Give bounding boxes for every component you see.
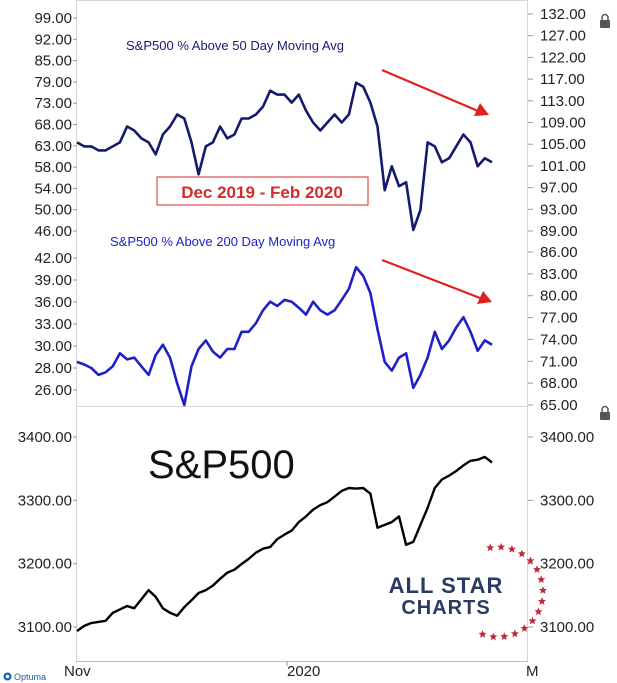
left-tick-label: 36.00	[34, 294, 72, 311]
annotation-label: Dec 2019 - Feb 2020	[181, 183, 343, 202]
star-icon	[534, 607, 543, 616]
star-icon	[507, 545, 516, 553]
logo-line1: ALL STAR	[389, 573, 504, 598]
left-tick-label: 85.00	[34, 53, 72, 70]
star-icon	[478, 630, 487, 638]
left-tick-label: 3400.00	[18, 429, 72, 446]
right-tick-label: 132.00	[540, 6, 586, 23]
lock-icon[interactable]	[600, 13, 610, 29]
logo-line2: CHARTS	[401, 597, 490, 619]
left-tick-label: 26.00	[34, 382, 72, 399]
x-tick-label: 2020	[287, 663, 320, 680]
series-line	[76, 455, 493, 632]
star-icon	[497, 542, 506, 551]
left-tick-label: 58.00	[34, 159, 72, 176]
panel2-title: S&P500 % Above 200 Day Moving Avg	[110, 234, 335, 249]
star-icon	[537, 575, 546, 583]
right-tick-label: 71.00	[540, 353, 578, 370]
right-tick-label: 122.00	[540, 49, 586, 66]
star-icon	[520, 624, 529, 632]
star-icon	[539, 586, 547, 594]
right-tick-label: 113.00	[540, 93, 585, 110]
panel3-title: S&P500	[148, 443, 295, 487]
left-tick-label: 99.00	[34, 10, 72, 27]
right-tick-label: 68.00	[540, 375, 578, 392]
left-tick-label: 28.00	[34, 360, 72, 377]
left-tick-label: 3300.00	[18, 492, 72, 509]
right-tick-label: 74.00	[540, 331, 578, 348]
star-icon	[526, 556, 535, 565]
left-tick-label: 79.00	[34, 74, 72, 91]
right-tick-label: 127.00	[540, 28, 586, 45]
x-tick-label: M	[526, 663, 539, 680]
right-tick-label: 105.00	[540, 136, 586, 153]
series-lines	[76, 81, 493, 632]
bottom-panel-frame	[76, 406, 528, 662]
star-icon	[528, 616, 537, 625]
star-icon	[510, 629, 519, 638]
star-icon	[538, 597, 546, 605]
left-tick-label: 3200.00	[18, 556, 72, 573]
star-icon	[517, 549, 526, 558]
footer-brand: Optuma	[14, 672, 46, 682]
series-line	[76, 81, 493, 232]
trend-arrow-icon	[381, 68, 489, 116]
left-tick-label: 63.00	[34, 138, 72, 155]
series-line	[76, 265, 493, 407]
right-tick-label: 93.00	[540, 201, 578, 218]
optuma-logo-icon	[3, 672, 12, 681]
left-tick-label: 46.00	[34, 223, 72, 240]
left-tick-label: 39.00	[34, 272, 72, 289]
right-tick-label: 80.00	[540, 288, 578, 305]
star-icon	[533, 565, 541, 573]
star-icon	[500, 632, 509, 640]
stars-ring-icon	[478, 542, 547, 641]
right-tick-label: 65.00	[540, 397, 578, 414]
right-tick-label: 109.00	[540, 115, 586, 132]
allstarcharts-logo: ALL STAR CHARTS	[389, 542, 547, 641]
left-axis: 99.00 92.00 85.00 79.00 73.00 68.00 63.00 58.00…	[18, 10, 77, 636]
right-tick-label: 3200.00	[540, 556, 594, 573]
right-tick-label: 86.00	[540, 244, 578, 261]
left-tick-label: 73.00	[34, 95, 72, 112]
left-tick-label: 68.00	[34, 117, 72, 134]
annotation-box	[156, 176, 369, 206]
x-tick-label: Nov	[64, 663, 91, 680]
right-tick-label: 3300.00	[540, 492, 594, 509]
star-icon	[489, 632, 498, 641]
right-tick-label: 77.00	[540, 310, 578, 327]
left-tick-label: 30.00	[34, 338, 72, 355]
panel1-title: S&P500 % Above 50 Day Moving Avg	[126, 38, 344, 53]
right-tick-label: 3400.00	[540, 429, 594, 446]
right-axis: 132.00 127.00 122.00 117.00 113.00 109.00 105.…	[528, 6, 594, 636]
left-tick-label: 42.00	[34, 250, 72, 267]
left-tick-label: 50.00	[34, 202, 72, 219]
left-tick-label: 33.00	[34, 316, 72, 333]
lock-icon[interactable]	[600, 405, 610, 421]
left-tick-label: 92.00	[34, 31, 72, 48]
right-tick-label: 89.00	[540, 223, 578, 240]
right-tick-label: 97.00	[540, 180, 578, 197]
star-icon	[486, 543, 495, 552]
right-tick-label: 101.00	[540, 158, 586, 175]
right-tick-label: 117.00	[540, 71, 585, 88]
left-tick-label: 3100.00	[18, 619, 72, 636]
left-tick-label: 54.00	[34, 180, 72, 197]
right-tick-label: 83.00	[540, 266, 578, 283]
right-tick-label: 3100.00	[540, 619, 594, 636]
trend-arrow-icon	[381, 258, 492, 304]
